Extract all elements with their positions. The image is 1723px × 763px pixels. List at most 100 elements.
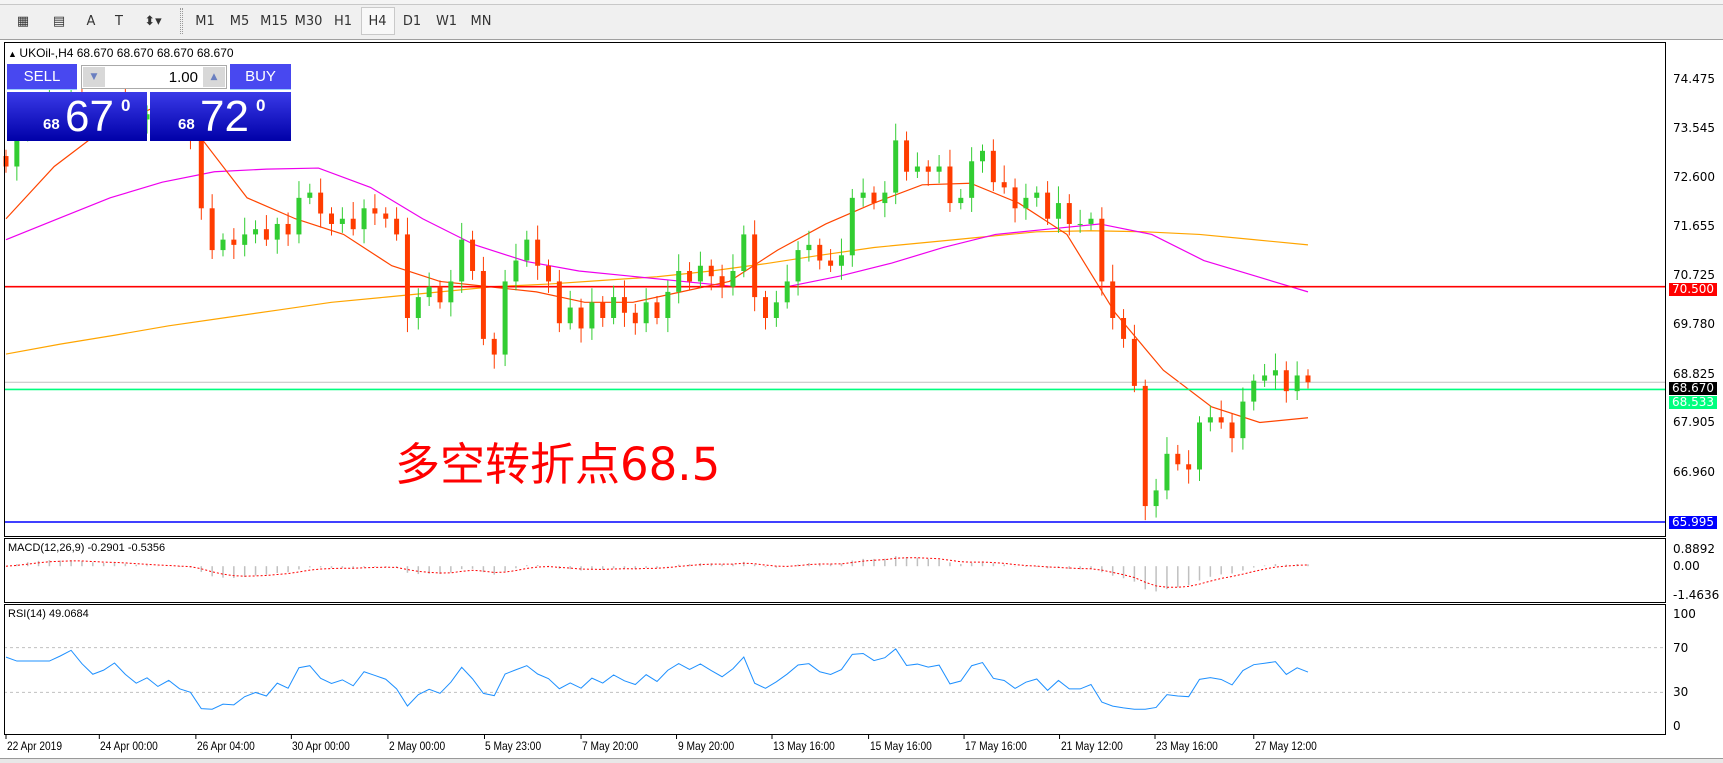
- candle-bull: [361, 208, 367, 230]
- lot-increase-icon[interactable]: ▲: [203, 67, 225, 87]
- time-axis-label: 22 Apr 2019: [7, 739, 63, 753]
- buy-price-fraction: 0: [256, 96, 266, 115]
- fib-grid-icon[interactable]: ▤: [52, 13, 66, 29]
- collapse-triangle-icon[interactable]: ▲: [8, 49, 20, 59]
- candle-bull: [958, 197, 964, 204]
- candle-bear: [990, 150, 996, 183]
- chart-tabs-bar: [0, 758, 1723, 763]
- timeframe-w1[interactable]: W1: [435, 13, 458, 29]
- candle-bull: [415, 297, 421, 318]
- annotation-text[interactable]: 多空转折点68.5: [395, 438, 721, 491]
- candle-bull: [1240, 401, 1246, 439]
- macd-axis-label: -1.4636: [1673, 587, 1720, 602]
- candle-bull: [1197, 422, 1202, 470]
- main-price-panel[interactable]: [4, 42, 1666, 537]
- price-tag-70.500: 70.500: [1669, 282, 1717, 296]
- price-axis-label: 67.905: [1673, 415, 1715, 430]
- candle-bull: [1272, 370, 1278, 376]
- expert-grid-icon[interactable]: ▦: [16, 13, 30, 29]
- time-axis-label: 9 May 20:00: [677, 739, 734, 753]
- sell-button[interactable]: SELL: [7, 64, 77, 90]
- timeframe-m15[interactable]: M15: [260, 13, 288, 29]
- timeframe-d1[interactable]: D1: [402, 13, 422, 29]
- timeframe-m5[interactable]: M5: [229, 13, 250, 29]
- candle-bull: [339, 218, 345, 224]
- candle-bear: [925, 166, 931, 172]
- candle-bear: [1012, 187, 1018, 209]
- candle-bear: [372, 208, 378, 214]
- timeframe-m30[interactable]: M30: [294, 13, 323, 29]
- text-icon[interactable]: A: [86, 13, 96, 29]
- candle-bear: [198, 135, 204, 209]
- timeframe-m1[interactable]: M1: [195, 13, 215, 29]
- timeframe-h4[interactable]: H4: [360, 7, 395, 35]
- candle-bull: [1055, 203, 1061, 219]
- rsi-panel[interactable]: [4, 604, 1666, 735]
- toolbar: ▦ ▤ A T ⬍▾ M1 M5 M15 M30 H1 H4 D1 W1 MN: [0, 0, 1723, 40]
- arrows-icon[interactable]: ⬍▾: [144, 13, 162, 29]
- ma-slow-line: [5, 230, 1309, 355]
- buy-price[interactable]: 68 72 0: [150, 92, 291, 141]
- candle-bull: [513, 260, 519, 282]
- candle-bull: [969, 161, 975, 198]
- candle-bear: [1066, 203, 1072, 224]
- candle-bear: [437, 286, 443, 303]
- chart-info: ▲ UKOil-,H4 68.670 68.670 68.670 68.670: [8, 46, 234, 60]
- candle-bull: [524, 239, 530, 261]
- candle-bull: [1294, 375, 1300, 392]
- lot-size-field[interactable]: ▼ 1.00 ▲: [81, 65, 227, 89]
- candle-bull: [14, 129, 20, 167]
- candle-bull: [426, 286, 432, 298]
- candle-bear: [394, 218, 400, 235]
- candle-bear: [1110, 281, 1116, 318]
- candle-bull: [697, 265, 703, 282]
- time-axis-label: 7 May 20:00: [582, 739, 639, 753]
- candle-bear: [263, 229, 269, 240]
- candle-bull: [307, 192, 313, 198]
- candle-bear: [1131, 338, 1137, 386]
- price-axis-label: 70.725: [1673, 267, 1715, 282]
- candle-bull: [1251, 380, 1257, 402]
- time-axis-label: 26 Apr 04:00: [196, 739, 255, 753]
- candle-bear: [621, 297, 627, 313]
- candle-bull: [882, 192, 888, 204]
- candle-bull: [502, 281, 508, 355]
- candle-bull: [860, 192, 866, 198]
- candle-bear: [752, 234, 758, 298]
- candle-bull: [914, 166, 920, 172]
- lot-decrease-icon[interactable]: ▼: [83, 67, 105, 87]
- time-axis-label: 2 May 00:00: [388, 739, 446, 753]
- candle-bull: [296, 197, 302, 235]
- time-axis-label: 15 May 16:00: [869, 739, 932, 753]
- chart-window[interactable]: [0, 40, 1723, 758]
- price-axis-label: 72.600: [1673, 169, 1715, 184]
- candle-bear: [383, 213, 389, 219]
- buy-button[interactable]: BUY: [230, 64, 291, 90]
- candle-bull: [936, 166, 942, 172]
- candle-bear: [947, 166, 953, 204]
- time-axis-label: 5 May 23:00: [485, 739, 542, 753]
- lot-value[interactable]: 1.00: [168, 69, 198, 86]
- candle-bear: [817, 244, 823, 261]
- rsi-axis-label: 0: [1673, 719, 1681, 733]
- price-tag-65.995: 65.995: [1669, 515, 1717, 529]
- toolbar-top-strip: [0, 0, 1723, 5]
- time-axis-label: 21 May 12:00: [1060, 739, 1123, 753]
- candle-bear: [231, 239, 237, 245]
- rsi-axis-label: 70: [1673, 640, 1689, 655]
- rsi-axis-label: 30: [1673, 685, 1689, 700]
- candle-bull: [144, 114, 150, 120]
- candle-bear: [3, 156, 9, 167]
- text-label-icon[interactable]: T: [115, 13, 123, 29]
- timeframe-mn[interactable]: MN: [470, 13, 492, 29]
- candle-bull: [849, 197, 855, 256]
- price-axis-label: 66.960: [1673, 464, 1715, 479]
- sell-price[interactable]: 68 67 0: [7, 92, 147, 141]
- timeframe-h1[interactable]: H1: [333, 13, 353, 29]
- macd-panel[interactable]: [4, 538, 1666, 603]
- sell-price-prefix: 68: [43, 116, 60, 133]
- time-axis-label: 24 Apr 00:00: [100, 739, 159, 753]
- candle-bull: [1262, 375, 1268, 381]
- candle-bull: [448, 281, 454, 303]
